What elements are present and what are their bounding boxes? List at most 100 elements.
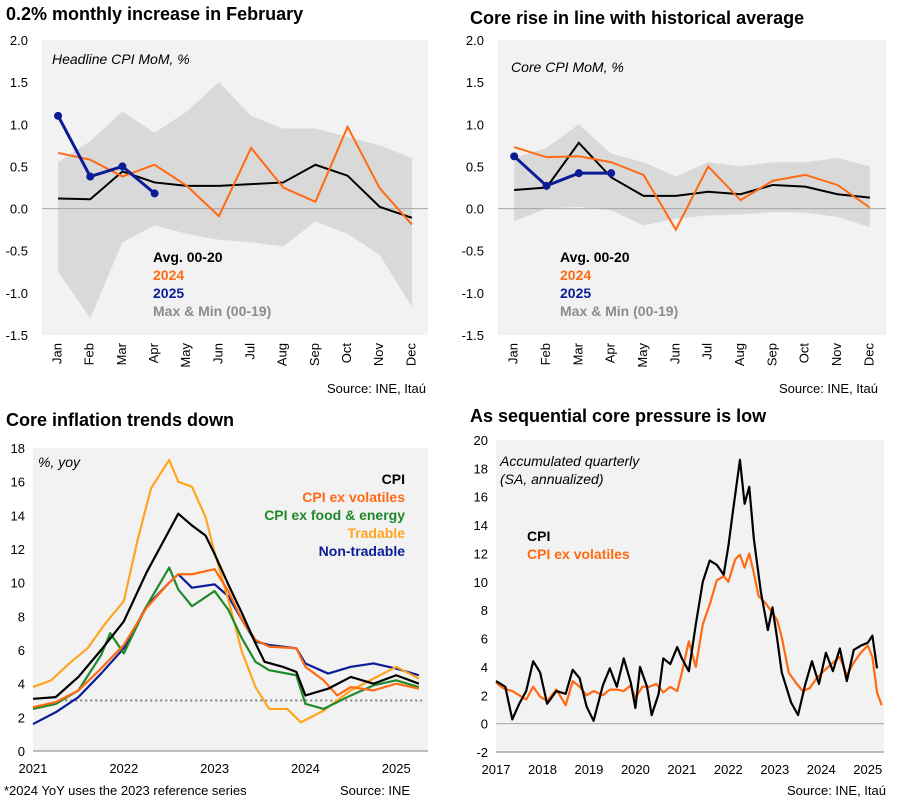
y-tick-label: 4 xyxy=(481,660,488,675)
y-tick-label: 10 xyxy=(11,576,25,591)
y-tick-label: 18 xyxy=(11,441,25,456)
series-line xyxy=(32,512,420,700)
series-line xyxy=(513,155,612,188)
x-tick-label: Feb xyxy=(538,343,553,365)
x-tick-label: 2023 xyxy=(760,762,789,777)
series-line xyxy=(56,115,156,195)
x-tick-label: Aug xyxy=(732,343,747,366)
y-tick-label: 0.5 xyxy=(466,159,484,174)
y-tick-label: 16 xyxy=(474,490,488,505)
y-tick-label: 2.0 xyxy=(466,33,484,48)
panel2-source: Source: INE, Itaú xyxy=(779,381,878,396)
legend-entry: 2024 xyxy=(153,267,184,283)
series-point xyxy=(86,172,95,181)
x-tick-label: Nov xyxy=(371,343,386,367)
x-tick-label: 2025 xyxy=(853,762,882,777)
plot-background xyxy=(496,440,884,752)
panel4-title: As sequential core pressure is low xyxy=(470,406,767,426)
x-tick-label: Jul xyxy=(700,343,715,360)
x-tick-label: Jul xyxy=(243,343,258,360)
x-tick-label: Sep xyxy=(307,343,322,366)
x-tick-label: Mar xyxy=(570,342,585,365)
series-point xyxy=(510,152,519,161)
x-tick-label: Jan xyxy=(506,343,521,364)
series-point xyxy=(118,162,127,171)
y-tick-label: 8 xyxy=(18,609,25,624)
y-tick-label: 6 xyxy=(18,643,25,658)
x-tick-label: Jun xyxy=(667,343,682,364)
legend-entry: CPI xyxy=(382,471,405,487)
y-tick-label: -1.0 xyxy=(462,286,484,301)
y-tick-label: 1.5 xyxy=(466,75,484,90)
x-tick-label: Oct xyxy=(797,343,812,364)
legend-entry: CPI ex volatiles xyxy=(302,489,405,505)
x-tick-label: 2024 xyxy=(291,761,320,776)
chart-core-cpi-mom: 2.0 1.5 1.0 0.5 0.0 -0.5 -1.0 -1.5 Jan Feb Mar Apr M… xyxy=(462,33,886,368)
x-tick-label: Nov xyxy=(829,343,844,367)
y-tick-label: 12 xyxy=(474,546,488,561)
panel3-title: Core inflation trends down xyxy=(6,410,234,430)
chart-annotation: Accumulated quarterly xyxy=(499,453,640,469)
chart-annotation: Core CPI MoM, % xyxy=(511,59,624,75)
x-tick-label: Jan xyxy=(50,343,65,364)
legend-entry: Max & Min (00-19) xyxy=(153,303,271,319)
panel3-footnote: *2024 YoY uses the 2023 reference series xyxy=(4,783,247,798)
y-tick-label: -2 xyxy=(476,745,488,760)
y-tick-label: 12 xyxy=(11,542,25,557)
y-tick-label: 2.0 xyxy=(10,33,28,48)
series-line xyxy=(513,146,871,232)
y-tick-label: 2 xyxy=(18,710,25,725)
band-max-min xyxy=(58,82,412,319)
legend-entry: CPI ex volatiles xyxy=(527,546,630,562)
legend-entry: 2025 xyxy=(560,285,591,301)
y-tick-label: 0 xyxy=(18,744,25,759)
y-tick-label: 1.0 xyxy=(10,117,28,132)
x-tick-label: Mar xyxy=(114,342,129,365)
x-tick-label: Dec xyxy=(861,343,876,367)
series-point xyxy=(54,111,63,120)
y-tick-label: 0.0 xyxy=(10,202,28,217)
x-tick-label: 2023 xyxy=(200,761,229,776)
x-tick-label: 2018 xyxy=(528,762,557,777)
series-line xyxy=(514,141,870,199)
x-tick-label: 2025 xyxy=(382,761,411,776)
y-tick-label: 20 xyxy=(474,433,488,448)
panel3-source: Source: INE xyxy=(340,783,411,798)
series-line xyxy=(32,568,420,709)
x-tick-label: Apr xyxy=(146,342,161,363)
x-tick-label: 2021 xyxy=(19,761,48,776)
series-line xyxy=(495,458,879,722)
x-tick-label: 2020 xyxy=(621,762,650,777)
legend-entry: Max & Min (00-19) xyxy=(560,303,678,319)
panel1-source: Source: INE, Itaú xyxy=(327,381,426,396)
legend-entry: 2024 xyxy=(560,267,591,283)
y-tick-label: 1.5 xyxy=(10,75,28,90)
x-tick-label: 2017 xyxy=(482,762,511,777)
series-point xyxy=(150,189,159,198)
y-tick-label: -1.5 xyxy=(6,328,28,343)
panel4-source: Source: INE, Itaú xyxy=(787,783,886,798)
x-tick-label: May xyxy=(635,343,650,368)
legend-entry: Non-tradable xyxy=(319,543,406,559)
x-tick-label: 2019 xyxy=(574,762,603,777)
y-tick-label: 18 xyxy=(474,461,488,476)
legend-entry: Avg. 00-20 xyxy=(153,249,223,265)
x-tick-label: Oct xyxy=(339,343,354,364)
y-tick-label: 0.0 xyxy=(466,202,484,217)
legend-entry: CPI xyxy=(527,528,550,544)
chart-annotation: %, yoy xyxy=(38,454,81,470)
x-tick-label: 2024 xyxy=(807,762,836,777)
legend-entry: 2025 xyxy=(153,285,184,301)
y-tick-label: 14 xyxy=(11,508,25,523)
x-tick-label: May xyxy=(178,343,193,368)
y-tick-label: -0.5 xyxy=(6,244,28,259)
y-tick-label: 14 xyxy=(474,518,488,533)
x-tick-label: 2022 xyxy=(109,761,138,776)
series-point xyxy=(574,169,583,178)
x-tick-label: Aug xyxy=(275,343,290,366)
panel1-title: 0.2% monthly increase in February xyxy=(6,4,304,24)
chart-annotation: Headline CPI MoM, % xyxy=(52,51,190,67)
band-max-min xyxy=(514,124,870,228)
